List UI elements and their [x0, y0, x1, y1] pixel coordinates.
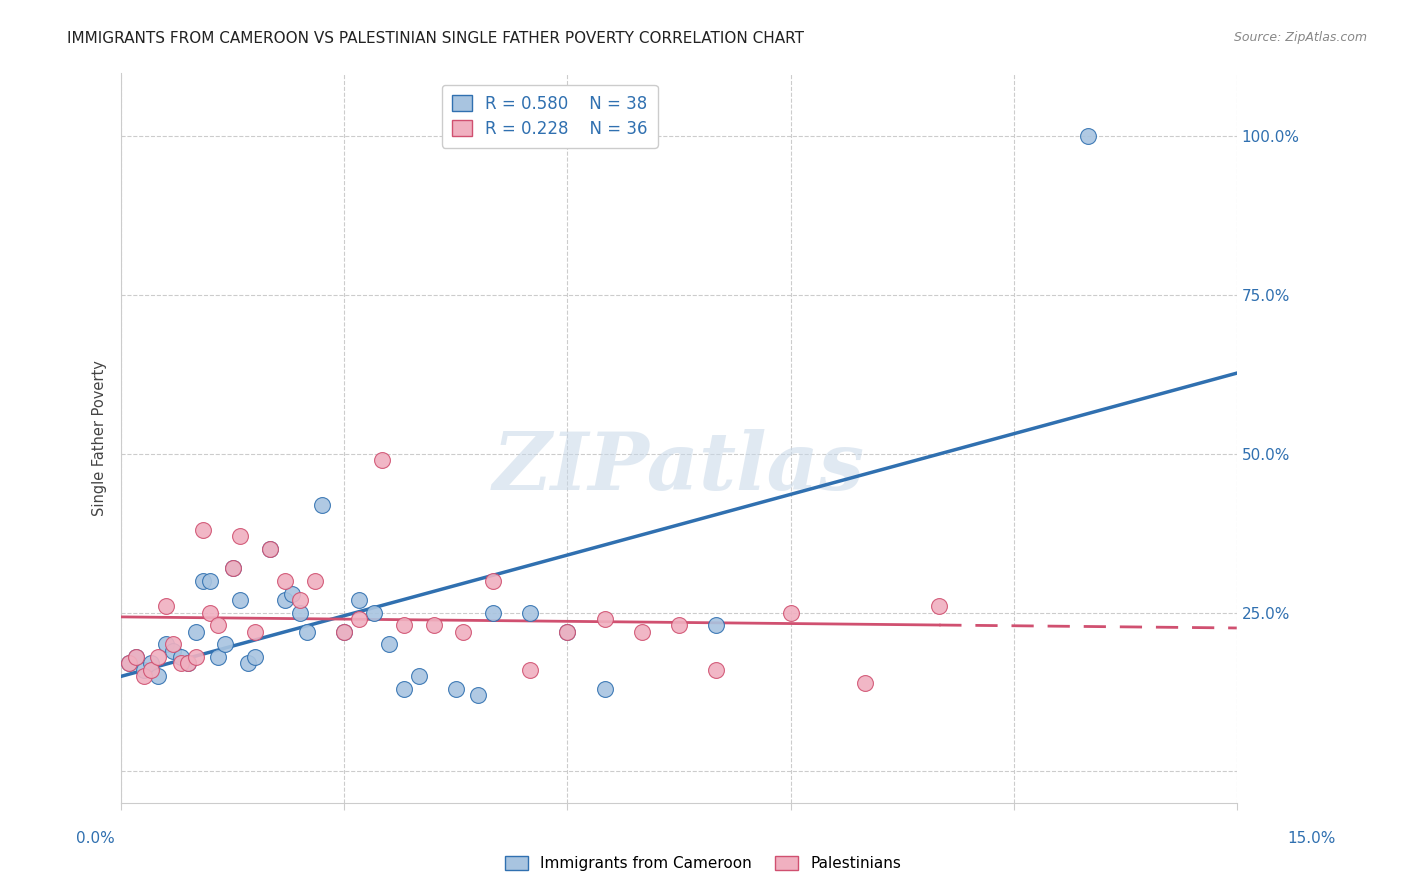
Text: IMMIGRANTS FROM CAMEROON VS PALESTINIAN SINGLE FATHER POVERTY CORRELATION CHART: IMMIGRANTS FROM CAMEROON VS PALESTINIAN …	[67, 31, 804, 46]
Text: 0.0%: 0.0%	[76, 831, 115, 846]
Text: 15.0%: 15.0%	[1288, 831, 1336, 846]
Point	[139, 657, 162, 671]
Point	[207, 650, 229, 665]
Point	[557, 624, 579, 639]
Point	[347, 612, 370, 626]
Point	[288, 606, 311, 620]
Point	[170, 657, 193, 671]
Point	[162, 644, 184, 658]
Point	[467, 688, 489, 702]
Point	[281, 587, 304, 601]
Point	[184, 624, 207, 639]
Point	[118, 657, 141, 671]
Point	[304, 574, 326, 588]
Point	[148, 650, 170, 665]
Point	[408, 669, 430, 683]
Point	[378, 637, 401, 651]
Point	[928, 599, 950, 614]
Point	[482, 574, 505, 588]
Point	[236, 657, 259, 671]
Point	[593, 681, 616, 696]
Point	[363, 606, 385, 620]
Point	[333, 624, 356, 639]
Point	[453, 624, 475, 639]
Point	[177, 657, 200, 671]
Text: Source: ZipAtlas.com: Source: ZipAtlas.com	[1233, 31, 1367, 45]
Text: ZIPatlas: ZIPatlas	[494, 428, 865, 506]
Point	[704, 663, 727, 677]
Point	[557, 624, 579, 639]
Point	[184, 650, 207, 665]
Point	[177, 657, 200, 671]
Point	[779, 606, 801, 620]
Point	[392, 681, 415, 696]
Point	[482, 606, 505, 620]
Point	[229, 529, 252, 543]
Point	[214, 637, 236, 651]
Point	[132, 663, 155, 677]
Legend: R = 0.580    N = 38, R = 0.228    N = 36: R = 0.580 N = 38, R = 0.228 N = 36	[441, 85, 658, 148]
Point	[274, 593, 297, 607]
Point	[155, 599, 177, 614]
Point	[170, 650, 193, 665]
Point	[259, 542, 281, 557]
Point	[229, 593, 252, 607]
Point	[295, 624, 318, 639]
Point	[422, 618, 444, 632]
Point	[259, 542, 281, 557]
Point	[853, 675, 876, 690]
Point	[593, 612, 616, 626]
Point	[519, 663, 541, 677]
Point	[200, 606, 222, 620]
Point	[1077, 129, 1099, 144]
Point	[370, 453, 392, 467]
Point	[125, 650, 148, 665]
Point	[519, 606, 541, 620]
Point	[444, 681, 467, 696]
Point	[139, 663, 162, 677]
Point	[347, 593, 370, 607]
Point	[311, 498, 333, 512]
Point	[191, 523, 214, 537]
Point	[207, 618, 229, 632]
Point	[222, 561, 245, 575]
Legend: Immigrants from Cameroon, Palestinians: Immigrants from Cameroon, Palestinians	[499, 850, 907, 877]
Point	[392, 618, 415, 632]
Point	[243, 650, 266, 665]
Point	[668, 618, 690, 632]
Point	[288, 593, 311, 607]
Point	[274, 574, 297, 588]
Point	[125, 650, 148, 665]
Point	[155, 637, 177, 651]
Point	[333, 624, 356, 639]
Point	[222, 561, 245, 575]
Point	[704, 618, 727, 632]
Point	[191, 574, 214, 588]
Point	[132, 669, 155, 683]
Point	[162, 637, 184, 651]
Point	[243, 624, 266, 639]
Y-axis label: Single Father Poverty: Single Father Poverty	[93, 360, 107, 516]
Point	[118, 657, 141, 671]
Point	[630, 624, 652, 639]
Point	[148, 669, 170, 683]
Point	[200, 574, 222, 588]
